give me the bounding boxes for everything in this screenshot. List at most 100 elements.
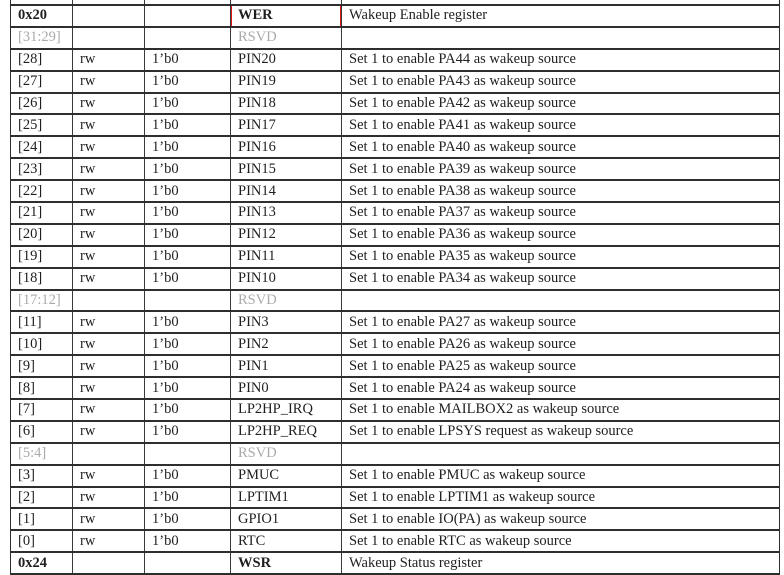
description-label: Wakeup Enable register (349, 7, 488, 24)
description-cell: Set 1 to enable PA43 as wakeup source (342, 72, 779, 92)
bits-cell: [10] (11, 334, 73, 355)
access-cell: rw (73, 115, 145, 136)
bits-cell: [6] (11, 421, 73, 442)
bits-cell: [23] (11, 159, 73, 180)
bits-label: [19] (18, 248, 43, 265)
table-row-partial (11, 0, 779, 6)
description-label: Set 1 to enable PA43 as wakeup source (349, 73, 576, 90)
register-name: PIN2 (238, 335, 269, 352)
access-cell: rw (73, 137, 145, 158)
access-label: rw (80, 357, 96, 374)
access-label: rw (80, 182, 96, 199)
table-row: [9] rw 1’b0 PIN1 Set 1 to enable PA25 as… (11, 356, 779, 379)
reset-cell: 1’b0 (145, 509, 231, 530)
name-cell (231, 0, 342, 4)
description-label: Set 1 to enable PA35 as wakeup source (349, 248, 576, 265)
bits-cell: [3] (11, 465, 73, 486)
register-name: RSVD (238, 445, 277, 462)
access-label: rw (80, 313, 96, 330)
name-cell: PMUC (231, 465, 342, 486)
access-label: rw (80, 138, 96, 155)
access-label: rw (80, 248, 96, 265)
reset-cell: 1’b0 (145, 159, 231, 180)
bits-label: [0] (18, 532, 35, 549)
bits-label: [10] (18, 335, 43, 352)
reset-label: 1’b0 (152, 379, 179, 396)
reset-cell: 1’b0 (145, 378, 231, 399)
description-label: Set 1 to enable PA36 as wakeup source (349, 226, 576, 243)
description-label: Wakeup Status register (349, 554, 483, 571)
register-name: PIN15 (238, 160, 276, 177)
description-cell (342, 291, 779, 311)
register-name: GPIO1 (238, 510, 280, 527)
name-cell: LPTIM1 (231, 487, 342, 508)
register-name: WSR (238, 554, 272, 571)
name-cell: PIN2 (231, 334, 342, 355)
bits-cell: [21] (11, 203, 73, 223)
description-label: Set 1 to enable MAILBOX2 as wakeup sourc… (349, 401, 620, 418)
description-cell: Set 1 to enable PA27 as wakeup source (342, 312, 779, 332)
reset-cell: 1’b0 (145, 93, 231, 114)
description-label: Set 1 to enable PA25 as wakeup source (349, 357, 576, 374)
description-cell (342, 28, 779, 48)
access-label: rw (80, 423, 96, 440)
description-label: Set 1 to enable PA44 as wakeup source (349, 51, 576, 68)
bits-label: [25] (18, 116, 43, 133)
bits-cell: [1] (11, 509, 73, 530)
reset-cell: 1’b0 (145, 115, 231, 136)
access-cell: rw (73, 487, 145, 508)
access-label: rw (80, 73, 96, 90)
reset-cell: 1’b0 (145, 356, 231, 377)
reset-cell: 1’b0 (145, 246, 231, 267)
bits-label: [21] (18, 204, 43, 221)
name-cell: PIN18 (231, 93, 342, 114)
name-cell: LP2HP_IRQ (231, 400, 342, 420)
access-label: rw (80, 401, 96, 418)
access-cell: rw (73, 224, 145, 245)
name-cell: GPIO1 (231, 509, 342, 530)
description-cell: Set 1 to enable IO(PA) as wakeup source (342, 509, 779, 529)
table-row: [8] rw 1’b0 PIN0 Set 1 to enable PA24 as… (11, 378, 779, 401)
reset-cell: 1’b0 (145, 312, 231, 333)
bits-cell: [22] (11, 181, 73, 202)
bits-cell: [9] (11, 356, 73, 377)
access-cell: rw (73, 421, 145, 442)
reset-label: 1’b0 (152, 51, 179, 68)
table-row: [17:12] RSVD (11, 290, 779, 313)
table-row: [28] rw 1’b0 PIN20 Set 1 to enable PA44 … (11, 49, 779, 72)
table-row: [22] rw 1’b0 PIN14 Set 1 to enable PA38 … (11, 181, 779, 204)
description-cell: Set 1 to enable PA37 as wakeup source (342, 203, 779, 223)
register-name: PIN19 (238, 73, 276, 90)
table-row: [23] rw 1’b0 PIN15 Set 1 to enable PA39 … (11, 159, 779, 182)
access-cell: rw (73, 465, 145, 486)
table-row: [1] rw 1’b0 GPIO1 Set 1 to enable IO(PA)… (11, 509, 779, 532)
bits-label: [7] (18, 401, 35, 418)
access-cell: rw (73, 71, 145, 92)
name-cell: WSR (231, 553, 342, 574)
description-cell: Set 1 to enable PA42 as wakeup source (342, 94, 779, 114)
bits-cell: [24] (11, 137, 73, 158)
description-label: Set 1 to enable LPSYS request as wakeup … (349, 423, 634, 440)
name-cell: PIN0 (231, 378, 342, 399)
bits-label: [28] (18, 51, 43, 68)
description-cell: Set 1 to enable PA36 as wakeup source (342, 225, 779, 245)
access-cell: rw (73, 93, 145, 114)
bits-label: [22] (18, 182, 43, 199)
reset-cell (145, 443, 231, 464)
access-cell: rw (73, 312, 145, 333)
description-cell: Set 1 to enable PA40 as wakeup source (342, 137, 779, 157)
reset-label: 1’b0 (152, 95, 179, 111)
register-name: PIN1 (238, 357, 269, 374)
description-cell: Set 1 to enable LPSYS request as wakeup … (342, 422, 779, 442)
access-label: rw (80, 51, 96, 68)
access-cell: rw (73, 531, 145, 552)
access-label: rw (80, 379, 96, 396)
description-cell: Set 1 to enable PA35 as wakeup source (342, 247, 779, 267)
reset-cell: 1’b0 (145, 421, 231, 442)
reset-label: 1’b0 (152, 467, 179, 484)
bits-cell: [19] (11, 246, 73, 267)
reset-cell: 1’b0 (145, 137, 231, 158)
bits-label: [11] (18, 313, 42, 330)
bits-cell: [2] (11, 487, 73, 508)
reset-label: 1’b0 (152, 532, 179, 549)
